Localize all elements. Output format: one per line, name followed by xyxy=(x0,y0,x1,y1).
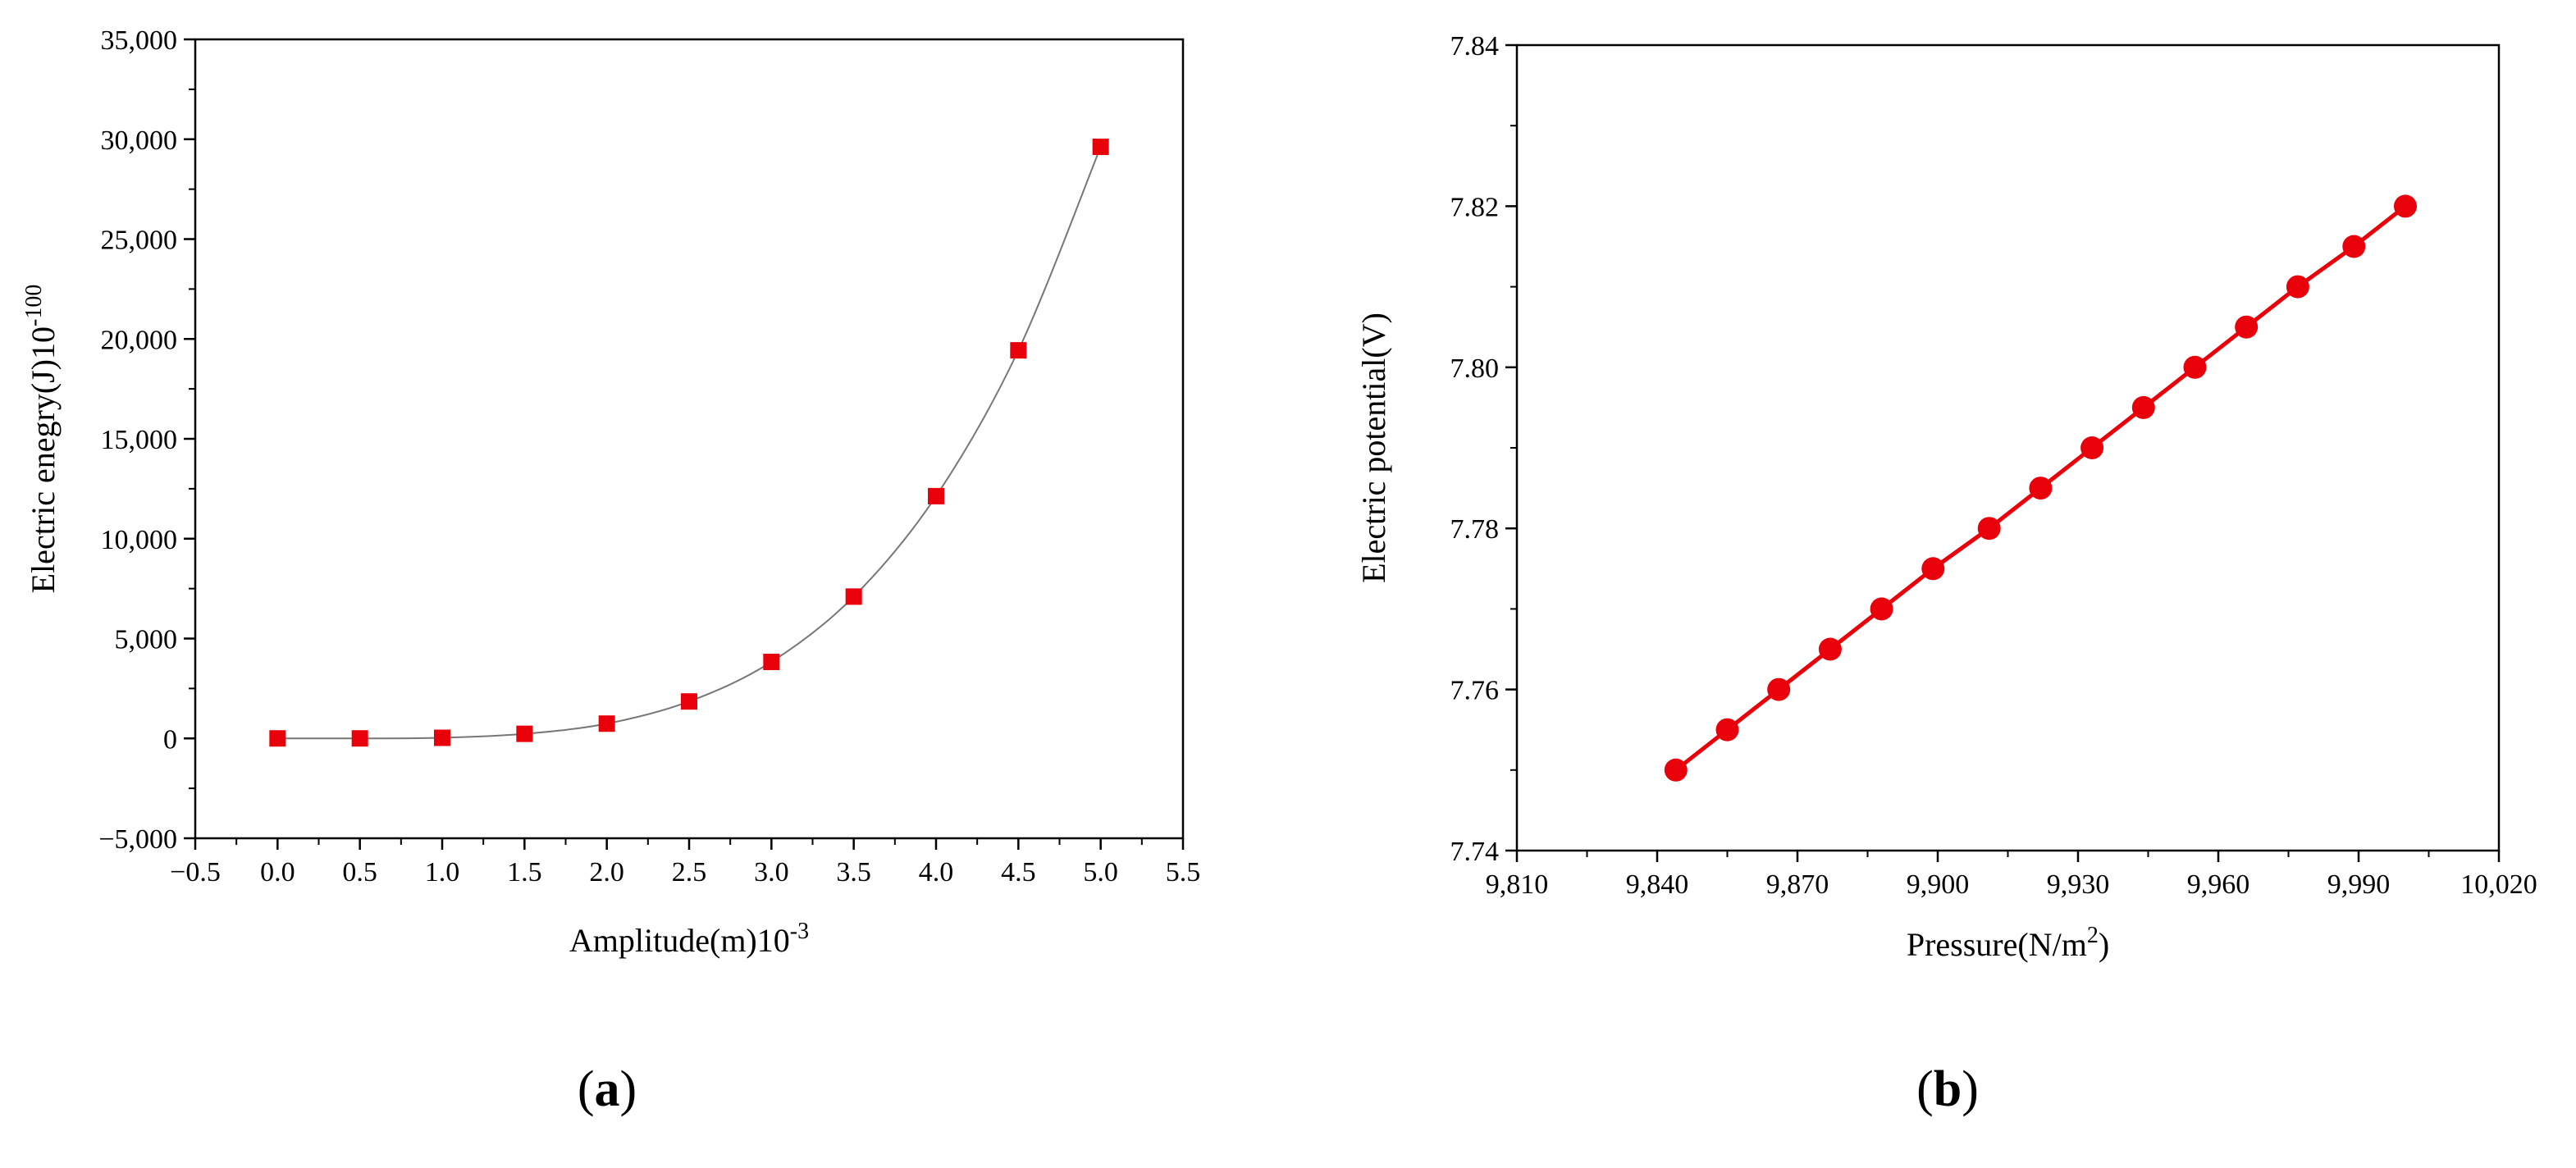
data-point xyxy=(1092,139,1109,156)
y-tick-label: 20,000 xyxy=(101,325,178,355)
x-tick-label: 4.5 xyxy=(1001,857,1036,887)
panel-label-open: ( xyxy=(1916,1061,1934,1117)
data-point xyxy=(1921,557,1945,581)
panel-label-close: ) xyxy=(1962,1061,1979,1117)
y-axis-label: Electric enegry(J)10-100 xyxy=(21,285,62,594)
y-tick-label: 35,000 xyxy=(101,25,178,56)
y-tick-label: 7.74 xyxy=(1450,837,1500,867)
data-point xyxy=(269,730,286,747)
x-axis-label-sup: 2 xyxy=(2087,923,2099,948)
x-tick-label: 3.5 xyxy=(836,857,871,887)
x-tick-label: 10,020 xyxy=(2460,869,2537,900)
y-tick-label: 7.78 xyxy=(1450,514,1500,545)
x-tick-label: 0.5 xyxy=(342,857,377,887)
x-tick-label: 9,900 xyxy=(1907,869,1970,900)
x-axis-label-sup: -3 xyxy=(790,919,809,944)
x-tick-label: 9,810 xyxy=(1486,869,1549,900)
x-tick-label: 9,870 xyxy=(1766,869,1829,900)
x-axis-label-suffix: ) xyxy=(2099,926,2109,963)
plot-frame xyxy=(1515,43,2501,852)
x-axis-label: Pressure(N/m2) xyxy=(1907,923,2109,963)
y-tick-label: −5,000 xyxy=(98,824,177,855)
panel-label-close: ) xyxy=(620,1061,637,1117)
data-point xyxy=(845,588,862,605)
y-tick-label: 25,000 xyxy=(101,226,178,256)
x-tick-label: 9,990 xyxy=(2327,869,2391,900)
y-tick-label: 15,000 xyxy=(101,425,178,455)
x-tick-label: 0.0 xyxy=(260,857,295,887)
x-tick-label: 2.5 xyxy=(672,857,707,887)
panel-label-letter: b xyxy=(1934,1061,1962,1117)
y-tick-label: 7.84 xyxy=(1450,31,1500,62)
x-tick-label: 5.5 xyxy=(1166,857,1201,887)
data-point xyxy=(1664,758,1688,782)
panel-label-open: ( xyxy=(578,1061,595,1117)
chart-a: −0.5 0.0 0.5 1.0 1.5 2.0 2.5 3.0 3.5 4.0 4.5 5.0 5.5… xyxy=(21,25,1200,1117)
x-tick-label: −0.5 xyxy=(170,857,221,887)
y-axis-label: Electric potential(V) xyxy=(1355,313,1392,583)
data-point xyxy=(2286,275,2309,299)
x-tick-label: 1.0 xyxy=(425,857,460,887)
y-tick-label: 7.82 xyxy=(1450,192,1500,222)
x-axis-label-text: Amplitude(m)10 xyxy=(569,922,790,959)
y-axis-label-sup: -100 xyxy=(21,285,47,326)
data-point xyxy=(1870,597,1893,621)
data-point xyxy=(928,487,944,504)
panel-label: (a) xyxy=(578,1061,637,1117)
data-point xyxy=(1715,718,1739,741)
data-point xyxy=(1818,637,1842,661)
data-point xyxy=(763,653,780,670)
data-point xyxy=(2183,355,2207,379)
x-tick-label: 1.5 xyxy=(507,857,542,887)
data-point xyxy=(2394,194,2417,218)
y-tick-label: 7.80 xyxy=(1450,354,1500,384)
data-point xyxy=(681,693,697,710)
x-tick-label: 3.0 xyxy=(754,857,789,887)
x-tick-label: 9,840 xyxy=(1626,869,1689,900)
data-point xyxy=(351,730,368,747)
data-point xyxy=(2080,436,2104,459)
x-axis-label: Amplitude(m)10-3 xyxy=(569,919,809,959)
data-point xyxy=(1010,342,1027,359)
y-tick-label: 5,000 xyxy=(115,625,178,655)
x-tick-label: 4.0 xyxy=(919,857,954,887)
x-tick-label: 9,930 xyxy=(2047,869,2110,900)
y-axis-label-text: Electric enegry(J)10 xyxy=(25,326,62,593)
data-point xyxy=(598,715,615,732)
data-point xyxy=(1977,517,2001,541)
y-tick-label: 30,000 xyxy=(101,125,178,156)
panel-label-letter: a xyxy=(595,1061,620,1117)
x-tick-label: 2.0 xyxy=(589,857,624,887)
x-axis-label-text: Pressure(N/m xyxy=(1907,926,2087,963)
y-tick-label: 7.76 xyxy=(1450,676,1500,706)
data-point xyxy=(516,725,533,742)
y-axis-label-text: Electric potential(V) xyxy=(1355,313,1392,583)
data-point xyxy=(2131,395,2155,419)
x-tick-label: 5.0 xyxy=(1083,857,1118,887)
plot-frame xyxy=(194,38,1185,840)
data-point xyxy=(2342,235,2366,258)
series-line xyxy=(277,146,1102,740)
y-tick-label: 10,000 xyxy=(101,525,178,555)
data-point xyxy=(2235,315,2259,339)
panel-label: (b) xyxy=(1916,1061,1979,1117)
data-point xyxy=(434,729,450,746)
data-point xyxy=(1767,678,1791,701)
x-tick-label: 9,960 xyxy=(2187,869,2250,900)
data-point xyxy=(2029,477,2053,500)
chart-b: 9,810 9,840 9,870 9,900 9,930 9,960 9,990 10,02… xyxy=(1355,31,2537,1117)
y-tick-label: 0 xyxy=(163,724,177,755)
